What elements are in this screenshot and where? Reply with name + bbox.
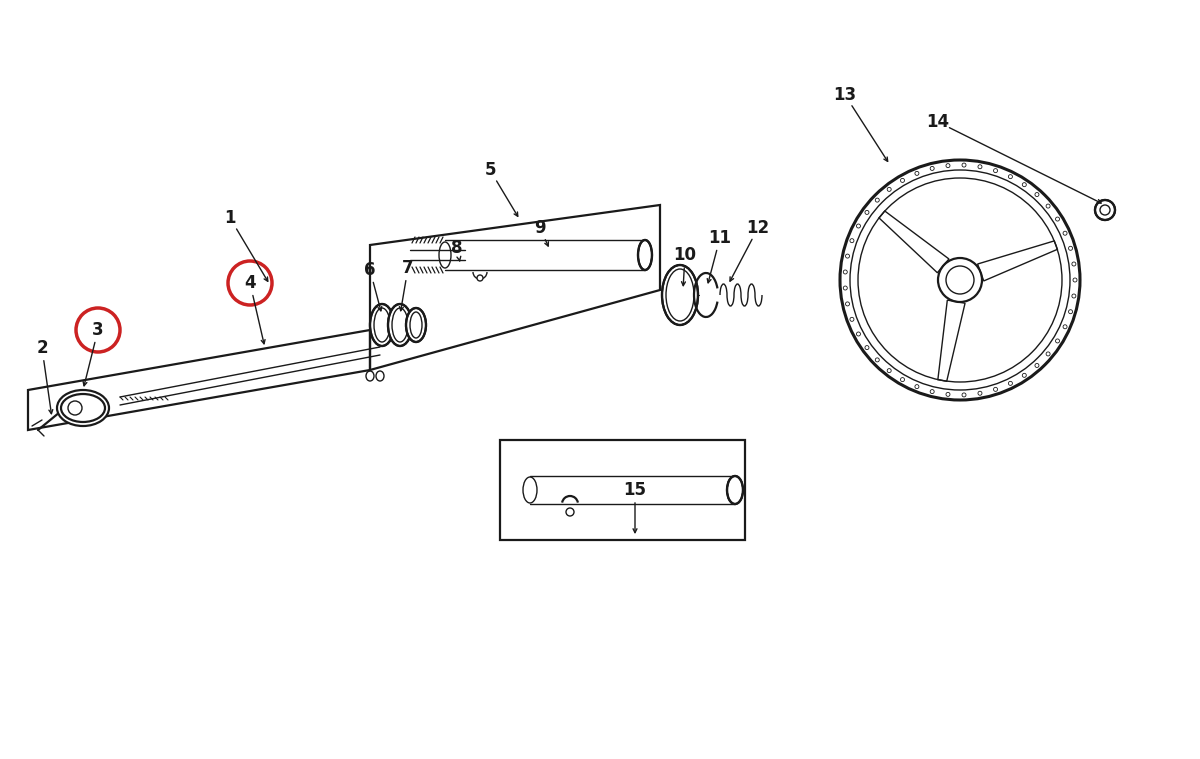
Circle shape <box>566 508 574 516</box>
Text: 13: 13 <box>834 86 857 104</box>
Text: 3: 3 <box>92 321 104 339</box>
Text: 12: 12 <box>746 219 769 237</box>
Ellipse shape <box>638 240 652 270</box>
Text: 1: 1 <box>224 209 235 227</box>
Ellipse shape <box>662 265 698 325</box>
Ellipse shape <box>58 390 109 426</box>
Ellipse shape <box>727 476 743 504</box>
Text: 11: 11 <box>708 229 732 247</box>
Text: 9: 9 <box>534 219 546 237</box>
Ellipse shape <box>388 304 412 346</box>
Circle shape <box>478 275 482 281</box>
Text: 15: 15 <box>624 481 647 499</box>
Text: 2: 2 <box>36 339 48 357</box>
Text: 10: 10 <box>673 246 696 264</box>
Text: 4: 4 <box>244 274 256 292</box>
Text: 6: 6 <box>365 261 376 279</box>
Text: 7: 7 <box>402 259 414 277</box>
Text: 5: 5 <box>485 161 496 179</box>
Ellipse shape <box>406 308 426 342</box>
Ellipse shape <box>376 371 384 381</box>
Ellipse shape <box>370 304 394 346</box>
Ellipse shape <box>1096 200 1115 220</box>
Text: 14: 14 <box>926 113 949 131</box>
Text: 8: 8 <box>451 239 463 257</box>
